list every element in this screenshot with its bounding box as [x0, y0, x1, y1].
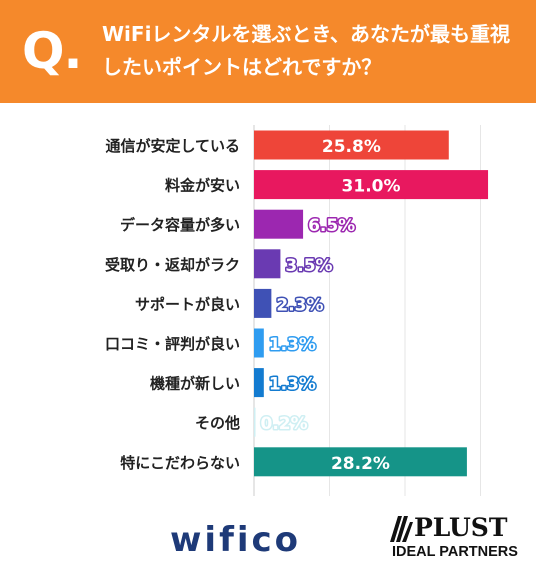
- bar: [254, 447, 467, 477]
- data-label: 25.8%: [322, 137, 381, 157]
- category-label: 料金が安い: [165, 177, 240, 195]
- wifico-logo: wifico: [170, 520, 302, 560]
- data-label: 6.5%: [308, 216, 355, 236]
- bar: [254, 209, 304, 239]
- data-label: 1.3%: [269, 375, 316, 395]
- category-label: 機種が新しい: [150, 375, 240, 393]
- bar: [254, 328, 264, 358]
- data-label: 31.0%: [342, 177, 401, 197]
- plust-logo: PLUST IDEAL PARTNERS: [388, 514, 528, 564]
- category-label: その他: [195, 414, 240, 432]
- bar: [254, 249, 281, 279]
- data-label: 28.2%: [331, 454, 390, 474]
- data-label: 0.2%: [261, 414, 308, 434]
- bar: [254, 288, 272, 318]
- bar: [254, 407, 256, 437]
- category-labels: 通信が安定している料金が安いデータ容量が多い受取り・返却がラクサポートが良い口コ…: [105, 137, 240, 472]
- question-header: Q. WiFiレンタルを選ぶとき、あなたが最も重視したいポイントはどれですか？: [0, 0, 536, 103]
- plust-name: PLUST: [414, 513, 508, 542]
- data-label: 1.3%: [269, 335, 316, 355]
- bars: [254, 130, 489, 477]
- bar: [254, 170, 489, 200]
- question-text: WiFiレンタルを選ぶとき、あなたが最も重視したいポイントはどれですか？: [102, 22, 511, 79]
- data-labels: 25.8% 31.0% 6.5% 3.5% 2.3% 1.3% 1.3% 0.2% 28.2%: [259, 137, 401, 474]
- bar-chart: 通信が安定している料金が安いデータ容量が多い受取り・返却がラクサポートが良い口コ…: [105, 125, 489, 496]
- category-label: 口コミ・評判が良い: [105, 335, 240, 353]
- category-label: データ容量が多い: [120, 216, 240, 234]
- category-label: 通信が安定している: [105, 137, 240, 155]
- bar: [254, 368, 264, 398]
- data-label: 2.3%: [276, 295, 323, 315]
- bar: [254, 130, 449, 160]
- q-mark: Q.: [22, 22, 82, 80]
- data-label: 3.5%: [285, 256, 332, 276]
- category-label: サポートが良い: [135, 295, 240, 313]
- footer-logos: wifico PLUST IDEAL PARTNERS: [0, 500, 536, 572]
- category-label: 受取り・返却がラク: [105, 256, 240, 274]
- plust-mark-icon: [390, 516, 413, 542]
- plust-subtitle: IDEAL PARTNERS: [392, 544, 518, 560]
- category-label: 特にこだわらない: [120, 454, 240, 472]
